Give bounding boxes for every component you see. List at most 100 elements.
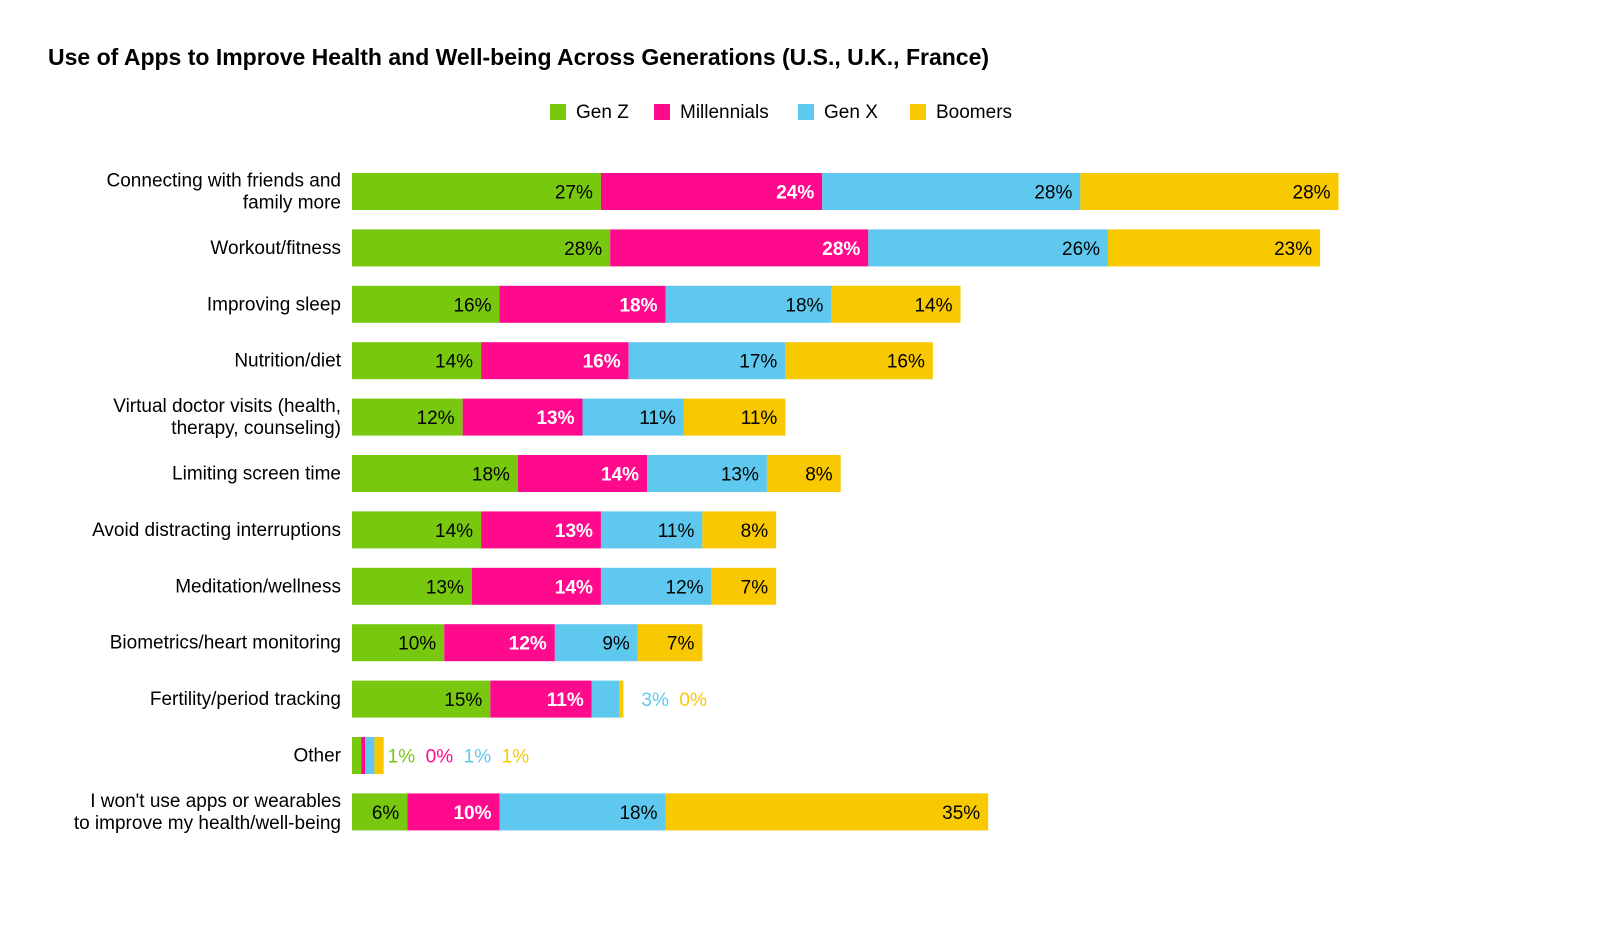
bar-nutrition-diet-boomers: [785, 342, 933, 380]
data-label-i-won-t-use-apps-or-wearables-to-improve-my-health-well-being-millennials: 10%: [453, 803, 491, 824]
data-label-improving-sleep-gen-z: 16%: [453, 295, 491, 316]
bar-biometrics-heart-monitoring-gen-z: [352, 624, 445, 662]
data-label-nutrition-diet-gen-z: 14%: [435, 352, 473, 373]
bar-workout-fitness-gen-z: [352, 229, 611, 267]
category-label-improving-sleep: Improving sleep: [207, 294, 341, 315]
data-label-avoid-distracting-interruptions-boomers: 8%: [741, 521, 769, 542]
legend-label-gen-z: Gen Z: [576, 102, 629, 123]
bar-nutrition-diet-gen-x: [628, 342, 786, 380]
data-label-other-boomers: 1%: [502, 747, 530, 768]
category-label-virtual-doctor-visits-health-therapy-counseling: Virtual doctor visits (health, therapy, c…: [113, 396, 341, 439]
data-label-fertility-period-tracking-gen-z: 15%: [444, 690, 482, 711]
bar-i-won-t-use-apps-or-wearables-to-improve-my-health-well-being-gen-x: [499, 793, 666, 831]
data-label-limiting-screen-time-boomers: 8%: [805, 465, 833, 486]
legend-label-millennials: Millennials: [680, 102, 769, 123]
legend-swatch-gen-x: [798, 104, 814, 120]
bar-meditation-wellness-gen-z: [352, 567, 472, 605]
bar-other-boomers: [374, 737, 384, 774]
category-label-avoid-distracting-interruptions: Avoid distracting interruptions: [92, 520, 341, 541]
legend-swatch-gen-z: [550, 104, 566, 120]
bar-i-won-t-use-apps-or-wearables-to-improve-my-health-well-being-gen-z: [352, 793, 408, 831]
data-label-workout-fitness-boomers: 23%: [1274, 239, 1312, 260]
bar-connecting-with-friends-and-family-more-gen-x: [822, 173, 1081, 210]
data-label-connecting-with-friends-and-family-more-boomers: 28%: [1293, 183, 1331, 204]
legend-swatch-boomers: [910, 104, 926, 120]
bar-improving-sleep-gen-z: [352, 285, 500, 323]
bar-connecting-with-friends-and-family-more-millennials: [600, 173, 823, 210]
data-label-virtual-doctor-visits-health-therapy-counseling-boomers: 11%: [741, 408, 778, 429]
legend-label-gen-x: Gen X: [824, 102, 878, 123]
data-label-i-won-t-use-apps-or-wearables-to-improve-my-health-well-being-gen-x: 18%: [619, 803, 657, 824]
bar-biometrics-heart-monitoring-gen-x: [554, 624, 638, 662]
chart-title: Use of Apps to Improve Health and Well-b…: [48, 44, 990, 70]
data-label-avoid-distracting-interruptions-gen-x: 11%: [658, 521, 695, 542]
data-label-biometrics-heart-monitoring-millennials: 12%: [509, 634, 547, 655]
bar-connecting-with-friends-and-family-more-gen-z: [352, 173, 601, 210]
bar-limiting-screen-time-gen-z: [352, 455, 518, 492]
bar-workout-fitness-millennials: [610, 229, 869, 267]
bar-connecting-with-friends-and-family-more-boomers: [1080, 173, 1339, 210]
bar-biometrics-heart-monitoring-millennials: [444, 624, 555, 662]
category-label-connecting-with-friends-and-family-more: Connecting with friends and family more: [107, 171, 341, 214]
bar-meditation-wellness-boomers: [711, 567, 777, 605]
bar-fertility-period-tracking-gen-z: [352, 680, 491, 718]
bar-nutrition-diet-millennials: [481, 342, 629, 380]
bar-i-won-t-use-apps-or-wearables-to-improve-my-health-well-being-millennials: [407, 793, 500, 831]
bar-other-gen-x: [365, 737, 375, 774]
bar-improving-sleep-boomers: [831, 285, 961, 323]
bar-other-gen-z: [352, 737, 362, 774]
data-label-nutrition-diet-gen-x: 17%: [739, 352, 777, 373]
bar-nutrition-diet-gen-z: [352, 342, 482, 380]
data-label-i-won-t-use-apps-or-wearables-to-improve-my-health-well-being-gen-z: 6%: [372, 803, 400, 824]
bar-workout-fitness-gen-x: [868, 229, 1109, 267]
bar-improving-sleep-millennials: [499, 285, 666, 323]
data-label-avoid-distracting-interruptions-millennials: 13%: [555, 521, 593, 542]
category-label-meditation-wellness: Meditation/wellness: [175, 576, 341, 597]
category-label-limiting-screen-time: Limiting screen time: [172, 464, 341, 485]
bar-other-millennials: [361, 737, 366, 774]
bar-improving-sleep-gen-x: [665, 285, 832, 323]
data-label-other-gen-z: 1%: [388, 747, 416, 768]
data-label-improving-sleep-millennials: 18%: [619, 295, 657, 316]
data-label-improving-sleep-boomers: 14%: [914, 295, 952, 316]
data-label-meditation-wellness-boomers: 7%: [741, 577, 769, 598]
bar-biometrics-heart-monitoring-boomers: [637, 624, 703, 662]
bar-virtual-doctor-visits-health-therapy-counseling-gen-z: [352, 398, 463, 436]
data-label-meditation-wellness-millennials: 14%: [555, 577, 593, 598]
data-label-nutrition-diet-millennials: 16%: [583, 352, 621, 373]
data-label-fertility-period-tracking-millennials: 11%: [547, 690, 584, 711]
category-label-nutrition-diet: Nutrition/diet: [234, 351, 341, 372]
data-label-fertility-period-tracking-gen-x: 3%: [641, 690, 669, 711]
data-label-biometrics-heart-monitoring-gen-x: 9%: [602, 634, 630, 655]
bar-avoid-distracting-interruptions-gen-x: [600, 511, 703, 549]
category-label-other: Other: [293, 746, 341, 767]
data-label-biometrics-heart-monitoring-boomers: 7%: [667, 634, 695, 655]
category-label-biometrics-heart-monitoring: Biometrics/heart monitoring: [110, 633, 341, 654]
data-label-limiting-screen-time-gen-z: 18%: [472, 465, 510, 486]
bar-avoid-distracting-interruptions-gen-z: [352, 511, 482, 549]
data-label-nutrition-diet-boomers: 16%: [887, 352, 925, 373]
category-label-i-won-t-use-apps-or-wearables-to-improve-my-health-well-being: I won't use apps or wearables to improve …: [74, 791, 341, 834]
data-label-connecting-with-friends-and-family-more-gen-x: 28%: [1034, 183, 1072, 204]
data-label-meditation-wellness-gen-z: 13%: [426, 577, 464, 598]
bar-avoid-distracting-interruptions-boomers: [702, 511, 777, 549]
data-label-improving-sleep-gen-x: 18%: [785, 295, 823, 316]
bar-virtual-doctor-visits-health-therapy-counseling-gen-x: [582, 398, 684, 436]
bar-virtual-doctor-visits-health-therapy-counseling-boomers: [683, 398, 786, 436]
data-label-avoid-distracting-interruptions-gen-z: 14%: [435, 521, 473, 542]
data-label-fertility-period-tracking-boomers: 0%: [679, 690, 707, 711]
data-label-i-won-t-use-apps-or-wearables-to-improve-my-health-well-being-boomers: 35%: [942, 803, 980, 824]
bar-meditation-wellness-millennials: [471, 567, 601, 605]
data-label-connecting-with-friends-and-family-more-millennials: 24%: [776, 183, 814, 204]
bar-avoid-distracting-interruptions-millennials: [481, 511, 601, 549]
bar-virtual-doctor-visits-health-therapy-counseling-millennials: [462, 398, 583, 436]
data-label-workout-fitness-millennials: 28%: [822, 239, 860, 260]
data-label-limiting-screen-time-millennials: 14%: [601, 465, 639, 486]
bar-i-won-t-use-apps-or-wearables-to-improve-my-health-well-being-boomers: [665, 793, 989, 831]
data-label-virtual-doctor-visits-health-therapy-counseling-gen-x: 11%: [639, 408, 676, 429]
category-label-workout-fitness: Workout/fitness: [210, 238, 341, 259]
bar-limiting-screen-time-gen-x: [647, 455, 767, 492]
bar-workout-fitness-boomers: [1108, 229, 1321, 267]
data-label-biometrics-heart-monitoring-gen-z: 10%: [398, 634, 436, 655]
